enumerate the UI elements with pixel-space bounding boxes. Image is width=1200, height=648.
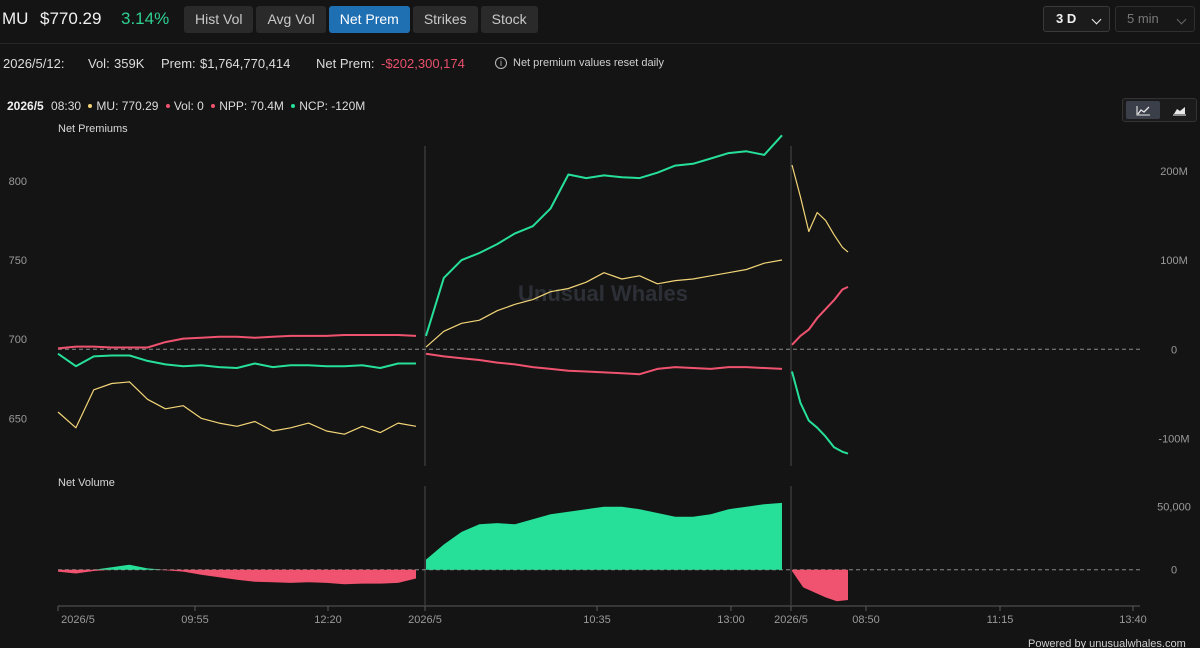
vol-legend-dot <box>165 103 170 108</box>
volume-axis-tick-0: 0 <box>1171 565 1177 577</box>
watermark-text: Unusual Whales <box>518 281 688 306</box>
mu-price-line-session-0 <box>57 381 417 435</box>
x-axis-tick-5: 13:00 <box>717 614 745 626</box>
stats-net-prem-label: Net Prem: <box>316 56 375 71</box>
stock-price: $770.29 <box>40 9 102 28</box>
volume-axis-tick-50,000: 50,000 <box>1157 502 1191 514</box>
x-axis-tick-0: 2026/5 <box>61 614 95 626</box>
net-volume-positive-area-session-0 <box>58 564 416 570</box>
npp-legend-dot <box>211 103 216 108</box>
x-axis-tick-9: 13:40 <box>1119 614 1147 626</box>
right-axis-tick-100M: 100M <box>1160 255 1188 267</box>
chevron-down-icon <box>1176 14 1187 25</box>
line-chart-icon <box>1136 106 1150 116</box>
ticker-symbol: MU <box>2 9 29 28</box>
npp-line-session-1 <box>425 352 783 376</box>
chevron-down-icon <box>1091 14 1102 25</box>
crosshair-vol: Vol: 0 <box>173 99 204 113</box>
stats-vol-value: 359K <box>114 56 145 71</box>
x-axis-tick-8: 11:15 <box>987 614 1014 626</box>
interval-value: 5 min <box>1127 11 1159 26</box>
stats-date: 2026/5/12: <box>3 56 65 71</box>
net-volume-negative-area-session-0 <box>58 569 416 585</box>
net-volume-positive-area-session-1 <box>426 502 782 570</box>
crosshair-npp: NPP: 70.4M <box>219 99 284 113</box>
right-axis-tick--100M: -100M <box>1158 433 1189 445</box>
area-chart-button[interactable] <box>1162 101 1196 119</box>
interval-dropdown[interactable]: 5 min <box>1115 6 1195 32</box>
stats-prem-value: $1,764,770,414 <box>200 56 291 71</box>
net-premium-chart: Unusual Whales Net Premiums Net Volume 650 7… <box>9 123 1191 626</box>
ncp-line-session-2 <box>791 371 849 455</box>
tab-net-prem[interactable]: Net Prem <box>328 6 410 33</box>
right-axis-tick-0: 0 <box>1171 344 1177 356</box>
info-icon[interactable]: i <box>495 57 507 69</box>
header-divider <box>0 43 1200 44</box>
stock-legend-dot <box>88 103 93 108</box>
crosshair-ncp: NCP: -120M <box>299 99 366 113</box>
npp-line-session-2 <box>791 285 849 346</box>
ncp-line-session-1 <box>425 134 783 337</box>
x-axis-tick-4: 10:35 <box>583 614 611 626</box>
tab-hist-vol[interactable]: Hist Vol <box>184 6 254 33</box>
stats-vol-label: Vol: <box>88 56 110 71</box>
range-dropdown[interactable]: 3 D <box>1043 6 1110 32</box>
price-change: 3.14% <box>121 9 170 28</box>
crosshair-mu: MU: 770.29 <box>96 99 159 113</box>
chart-area: 2026/5 08:30 MU: 770.29 Vol: 0 NPP: 70.4… <box>0 88 1200 648</box>
tab-avg-vol[interactable]: Avg Vol <box>256 6 326 33</box>
left-axis-tick-700: 700 <box>9 334 27 346</box>
mu-price-line-session-2 <box>791 164 849 253</box>
view-tabs: Hist Vol Avg Vol Net Prem Strikes Stock <box>184 6 538 33</box>
crosshair-readout: 2026/5 08:30 MU: 770.29 Vol: 0 NPP: 70.4… <box>0 99 365 113</box>
chart-type-toggle <box>1122 98 1197 122</box>
stats-net-prem-value: -$202,300,174 <box>381 56 465 71</box>
top-bar: MU $770.29 3.14% Hist Vol Avg Vol Net Pr… <box>0 0 1200 40</box>
x-axis-tick-2: 12:20 <box>314 614 342 626</box>
left-axis-tick-650: 650 <box>9 413 27 425</box>
line-chart-button[interactable] <box>1126 101 1160 119</box>
left-axis-tick-750: 750 <box>9 255 27 267</box>
tab-stock[interactable]: Stock <box>480 6 538 33</box>
left-axis-tick-800: 800 <box>9 176 27 188</box>
ncp-legend-dot <box>291 103 296 108</box>
range-value: 3 D <box>1056 11 1077 26</box>
crosshair-time: 08:30 <box>51 99 82 113</box>
net-volume-title: Net Volume <box>58 477 115 489</box>
x-axis-tick-7: 08:50 <box>852 614 880 626</box>
right-axis-tick-200M: 200M <box>1160 166 1188 178</box>
tab-strikes[interactable]: Strikes <box>412 6 478 33</box>
footer-credit: Powered by unusualwhales.com <box>1028 638 1186 648</box>
x-axis-tick-6: 2026/5 <box>774 614 808 626</box>
npp-line-session-0 <box>57 334 417 350</box>
stats-note: Net premium values reset daily <box>513 57 665 69</box>
net-volume-negative-area-session-2 <box>792 569 848 602</box>
stats-prem-label: Prem: <box>161 56 196 71</box>
mu-price-line-session-1 <box>425 259 783 348</box>
ncp-line-session-0 <box>57 352 416 369</box>
x-axis-tick-3: 2026/5 <box>408 614 442 626</box>
crosshair-date: 2026/5 <box>7 99 44 113</box>
net-premiums-title: Net Premiums <box>58 123 128 135</box>
x-axis-tick-1: 09:55 <box>181 614 209 626</box>
area-chart-icon <box>1173 107 1186 116</box>
